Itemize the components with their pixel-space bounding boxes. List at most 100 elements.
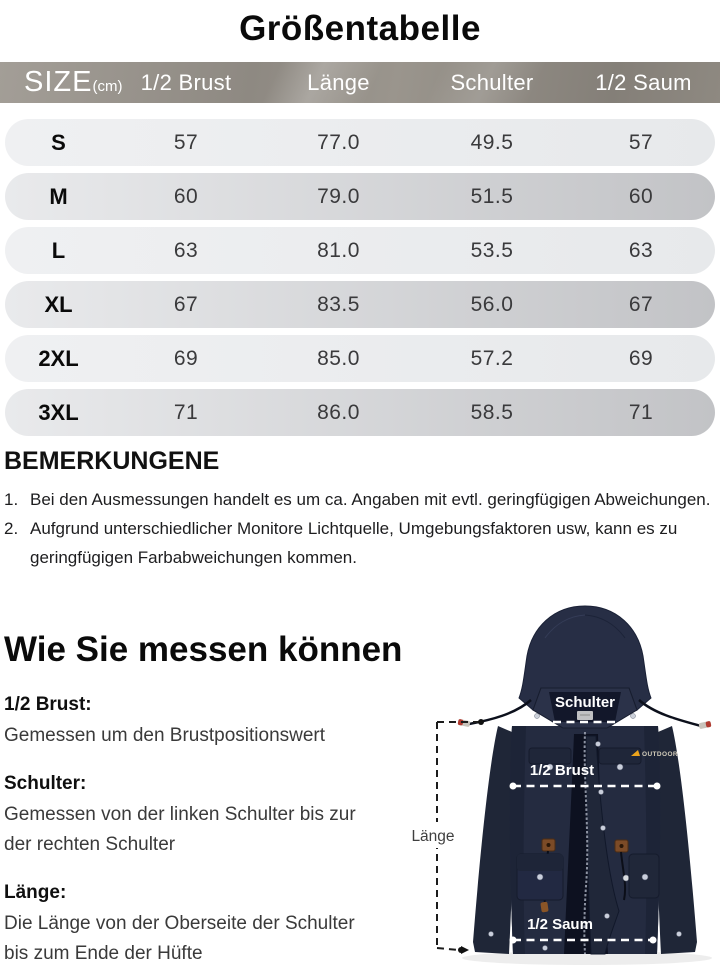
snap-button	[641, 873, 649, 881]
cell-saum: 63	[628, 238, 654, 262]
cell-laenge: 83.5	[317, 292, 360, 316]
note-item: 1. Bei den Ausmessungen handelt es um ca…	[4, 485, 716, 514]
hood-fold	[584, 614, 626, 639]
row-size-label: 3XL	[38, 399, 79, 425]
cell-brust: 60	[173, 184, 199, 208]
snap-button	[630, 713, 636, 719]
measure-section: Wie Sie messen können 1/2 Brust: Gemesse…	[4, 630, 404, 967]
jacket-shadow	[462, 951, 712, 965]
snap-button	[604, 913, 610, 919]
saum-annotation-label: 1/2 Saum	[527, 916, 593, 933]
measure-endpoint	[495, 718, 503, 726]
snap-button	[542, 945, 548, 951]
table-row: XL 67 83.5 56.0 67	[5, 281, 715, 328]
snap-button	[536, 873, 544, 881]
header-col-laenge: Länge	[307, 69, 370, 95]
cell-schulter: 58.5	[470, 400, 514, 424]
cell-schulter: 51.5	[470, 184, 514, 208]
cell-laenge: 77.0	[317, 130, 360, 154]
laenge-label-bg	[407, 822, 461, 848]
table-row: S 57 77.0 49.5 57	[5, 119, 715, 166]
note-number: 1.	[4, 490, 19, 509]
laenge-annotation-label: Länge	[411, 828, 454, 845]
measure-label: Länge:	[4, 882, 67, 903]
cell-brust: 57	[173, 130, 199, 154]
table-row: 3XL 71 86.0 58.5 71	[5, 389, 715, 436]
logo-text: OUTDOOR	[642, 751, 678, 758]
cell-saum: 71	[628, 400, 654, 424]
row-size-label: S	[51, 129, 66, 155]
cell-schulter: 49.5	[470, 130, 514, 154]
snap-button	[616, 763, 624, 771]
header-col-saum: 1/2 Saum	[595, 69, 692, 95]
measure-label: 1/2 Brust:	[4, 694, 92, 715]
laenge-measure-bottom	[436, 947, 460, 951]
measure-midpoint	[622, 719, 628, 725]
lower-pocket-left-flap	[517, 854, 563, 871]
jacket-svg: OUTDOOR	[407, 605, 712, 965]
cord-toggle	[622, 874, 630, 882]
leather-eyelet	[619, 844, 624, 848]
cell-schulter: 57.2	[470, 346, 514, 370]
snap-button	[600, 825, 606, 831]
cell-saum: 67	[628, 292, 654, 316]
notes-section: BEMERKUNGENE 1. Bei den Ausmessungen han…	[4, 447, 716, 572]
snap-button	[595, 741, 601, 747]
size-table-header: SIZE(cm) 1/2 Brust Länge Schulter 1/2 Sa…	[0, 62, 720, 103]
header-col-schulter: Schulter	[450, 69, 534, 95]
note-number: 2.	[4, 519, 19, 538]
cell-brust: 67	[173, 292, 199, 316]
measure-item: 1/2 Brust: Gemessen um den Brustposition…	[4, 694, 404, 751]
measure-midpoint	[542, 719, 548, 725]
cell-laenge: 81.0	[317, 238, 360, 262]
measure-item: Schulter: Gemessen von der linken Schult…	[4, 773, 404, 860]
note-text: Aufgrund unterschiedlicher Monitore Lich…	[30, 519, 678, 567]
table-row: L 63 81.0 53.5 63	[5, 227, 715, 274]
row-size-label: 2XL	[38, 345, 79, 371]
measure-endpoint	[649, 936, 657, 944]
collar-lining	[549, 692, 621, 722]
measure-label: Schulter:	[4, 773, 87, 794]
hood-fold	[544, 614, 586, 639]
note-item: 2. Aufgrund unterschiedlicher Monitore L…	[4, 514, 716, 572]
right-sleeve	[653, 726, 697, 954]
header-size-unit: (cm)	[92, 78, 123, 95]
cell-brust: 69	[173, 346, 199, 370]
logo-swoosh-icon	[631, 750, 640, 756]
leather-eyelet	[546, 843, 551, 847]
row-size-label: M	[49, 183, 68, 209]
row-size-label: XL	[44, 291, 73, 317]
snap-button	[598, 789, 604, 795]
measure-endpoint	[509, 936, 517, 944]
note-text: Bei den Ausmessungen handelt es um ca. A…	[30, 490, 711, 509]
cell-schulter: 56.0	[470, 292, 514, 316]
left-sleeve	[473, 726, 517, 954]
open-flap	[585, 735, 620, 955]
notes-heading: BEMERKUNGENE	[4, 447, 220, 475]
cell-saum: 57	[628, 130, 654, 154]
cell-laenge: 85.0	[317, 346, 360, 370]
outdoor-logo: OUTDOOR	[631, 750, 678, 758]
body-shading-right	[644, 726, 661, 954]
measure-heading: Wie Sie messen können	[4, 630, 403, 669]
cell-schulter: 53.5	[470, 238, 514, 262]
table-row: M 60 79.0 51.5 60	[5, 173, 715, 220]
header-size: SIZE(cm)	[0, 66, 122, 99]
snap-button	[534, 713, 540, 719]
snap-button	[488, 931, 494, 937]
cell-saum: 69	[628, 346, 654, 370]
page-title: Größentabelle	[239, 9, 481, 48]
cell-laenge: 79.0	[317, 184, 360, 208]
measure-desc: Gemessen um den Brustpositionswert	[4, 725, 326, 746]
size-table-body: S 57 77.0 49.5 57 M 60 79.0 51.5 60 L 63…	[5, 119, 715, 443]
zipper	[583, 731, 589, 955]
row-size-label: L	[51, 237, 66, 263]
body-shading-left	[509, 726, 526, 954]
jacket-illustration: OUTDOOR	[395, 596, 720, 967]
cell-saum: 60	[628, 184, 654, 208]
measure-endpoint	[509, 782, 517, 790]
laenge-arrowhead	[461, 946, 469, 954]
snap-button	[676, 931, 682, 937]
header-col-brust: 1/2 Brust	[140, 69, 232, 95]
schulter-annotation-label: Schulter	[555, 694, 615, 711]
